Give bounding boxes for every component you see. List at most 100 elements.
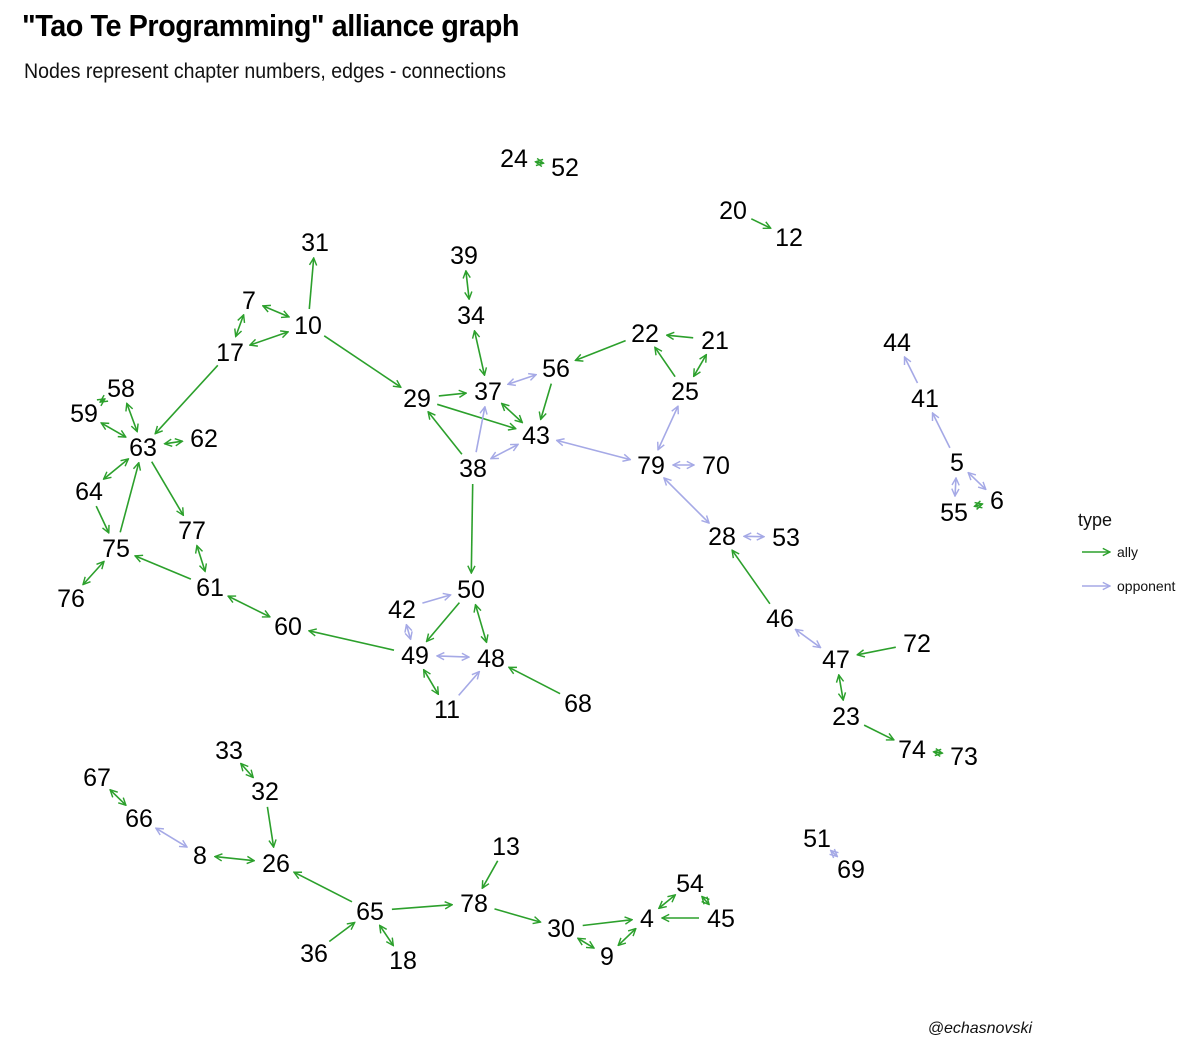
node-7: 7 bbox=[242, 287, 256, 315]
edge-64-63 bbox=[104, 459, 129, 479]
edge-65-26 bbox=[294, 872, 353, 903]
node-37: 37 bbox=[474, 378, 502, 406]
edge-5-41 bbox=[933, 413, 951, 449]
edge-39-34 bbox=[466, 271, 469, 299]
node-8: 8 bbox=[193, 842, 207, 870]
node-25: 25 bbox=[671, 378, 699, 406]
node-44: 44 bbox=[883, 329, 911, 357]
chart-title: "Tao Te Programming" alliance graph bbox=[22, 8, 520, 43]
edge-66-8 bbox=[156, 828, 187, 847]
edge-30-9 bbox=[578, 938, 594, 948]
edge-20-12 bbox=[750, 218, 770, 228]
node-73: 73 bbox=[950, 743, 978, 771]
node-11: 11 bbox=[434, 696, 460, 724]
edge-43-38 bbox=[491, 444, 518, 458]
edge-61-75 bbox=[135, 556, 192, 580]
edge-21-22 bbox=[667, 335, 694, 338]
edge-42-49 bbox=[406, 625, 410, 640]
node-38: 38 bbox=[459, 455, 487, 483]
node-33: 33 bbox=[215, 737, 243, 765]
edge-38-50 bbox=[471, 483, 472, 573]
edge-42-50 bbox=[422, 595, 450, 604]
legend-title: type bbox=[1078, 510, 1112, 530]
edge-78-30 bbox=[494, 908, 541, 922]
edge-25-79 bbox=[658, 406, 678, 450]
edge-10-29 bbox=[323, 335, 401, 387]
edge-29-37 bbox=[438, 393, 466, 396]
edge-61-60 bbox=[228, 596, 270, 617]
node-5: 5 bbox=[950, 449, 964, 477]
legend-ally-label: ally bbox=[1117, 544, 1138, 560]
node-76: 76 bbox=[57, 585, 85, 613]
edge-49-48 bbox=[437, 656, 469, 657]
edge-75-76 bbox=[83, 561, 104, 584]
node-60: 60 bbox=[274, 613, 302, 641]
node-63: 63 bbox=[129, 434, 157, 462]
node-66: 66 bbox=[125, 805, 153, 833]
edge-47-23 bbox=[839, 675, 843, 700]
edge-75-63 bbox=[119, 463, 139, 533]
node-13: 13 bbox=[492, 833, 520, 861]
node-28: 28 bbox=[708, 523, 736, 551]
edge-9-4 bbox=[618, 929, 636, 946]
edge-54-45 bbox=[702, 897, 709, 905]
node-24: 24 bbox=[500, 145, 528, 173]
edge-58-63 bbox=[127, 403, 137, 431]
edge-8-26 bbox=[215, 857, 254, 861]
edge-59-63 bbox=[101, 423, 126, 437]
edge-7-17 bbox=[236, 315, 244, 337]
edge-77-61 bbox=[197, 546, 205, 572]
node-12: 12 bbox=[775, 224, 803, 252]
legend: type ally opponent bbox=[1078, 510, 1176, 594]
node-20: 20 bbox=[719, 197, 747, 225]
edge-65-78 bbox=[391, 905, 452, 911]
node-34: 34 bbox=[457, 302, 485, 330]
node-65: 65 bbox=[356, 898, 384, 926]
node-26: 26 bbox=[262, 850, 290, 878]
node-21: 21 bbox=[701, 327, 729, 355]
edge-72-47 bbox=[857, 646, 896, 655]
node-32: 32 bbox=[251, 778, 279, 806]
edge-67-66 bbox=[110, 790, 126, 805]
legend-opponent-label: opponent bbox=[1117, 578, 1176, 594]
edge-68-48 bbox=[509, 667, 561, 695]
node-9: 9 bbox=[600, 943, 614, 971]
edge-33-32 bbox=[241, 764, 253, 778]
node-18: 18 bbox=[389, 947, 417, 975]
node-39: 39 bbox=[450, 242, 478, 270]
edge-17-63 bbox=[155, 364, 219, 433]
edge-51-69 bbox=[831, 851, 838, 857]
edge-63-77 bbox=[151, 461, 184, 516]
node-79: 79 bbox=[637, 452, 665, 480]
edge-41-44 bbox=[905, 357, 919, 384]
edge-46-28 bbox=[732, 550, 771, 605]
edge-21-25 bbox=[694, 355, 707, 377]
node-56: 56 bbox=[542, 355, 570, 383]
edges-layer bbox=[83, 162, 986, 948]
edge-38-37 bbox=[475, 407, 485, 453]
node-58: 58 bbox=[107, 375, 135, 403]
node-61: 61 bbox=[196, 574, 224, 602]
edge-74-73 bbox=[934, 752, 943, 753]
edge-50-49 bbox=[427, 602, 461, 642]
edge-24-52 bbox=[535, 162, 543, 163]
node-59: 59 bbox=[70, 400, 98, 428]
edge-38-29 bbox=[428, 412, 463, 455]
node-54: 54 bbox=[676, 870, 704, 898]
node-47: 47 bbox=[822, 646, 850, 674]
node-55: 55 bbox=[940, 499, 968, 527]
chart-subtitle: Nodes represent chapter numbers, edges -… bbox=[24, 60, 507, 83]
node-62: 62 bbox=[190, 425, 218, 453]
edge-56-37 bbox=[508, 375, 536, 385]
node-30: 30 bbox=[547, 915, 575, 943]
node-50: 50 bbox=[457, 576, 485, 604]
node-4: 4 bbox=[640, 905, 654, 933]
node-42: 42 bbox=[388, 596, 416, 624]
node-69: 69 bbox=[837, 856, 865, 884]
node-70: 70 bbox=[702, 452, 730, 480]
edge-46-47 bbox=[796, 629, 821, 647]
edge-43-79 bbox=[557, 440, 631, 459]
